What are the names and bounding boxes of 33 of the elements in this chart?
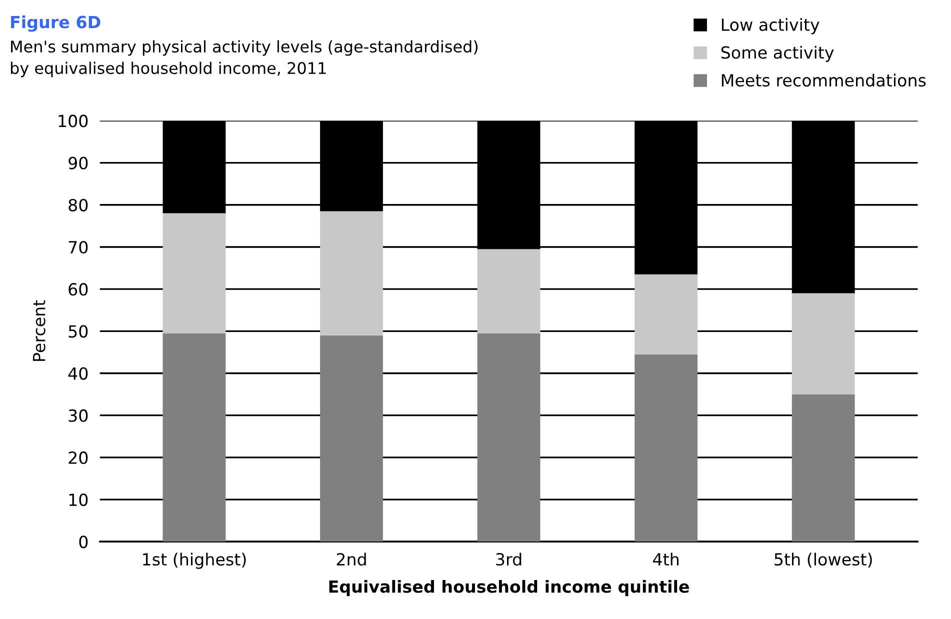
x-tick-label: 4th xyxy=(653,552,679,566)
y-axis-title: Percent xyxy=(32,300,46,361)
y-tick-label: 20 xyxy=(68,451,88,464)
bar xyxy=(320,211,383,336)
y-tick-label: 100 xyxy=(58,114,88,128)
x-tick-label: 5th (lowest) xyxy=(774,552,872,568)
y-tick-label: 50 xyxy=(68,325,88,338)
legend-label: Some activity xyxy=(721,46,834,62)
y-tick-label: 10 xyxy=(69,493,88,506)
y-tick-label: 40 xyxy=(68,367,88,380)
legend-label: Meets recommendations xyxy=(722,74,926,87)
bar xyxy=(634,354,698,542)
x-tick-label: 2nd xyxy=(336,552,366,566)
x-tick-label: 1st (highest) xyxy=(143,552,246,569)
bar xyxy=(477,333,540,542)
y-tick-label: 80 xyxy=(68,198,88,212)
bar xyxy=(477,249,540,334)
y-tick-label: 70 xyxy=(68,240,88,254)
bar xyxy=(792,293,855,394)
chart-title: Figure 6D xyxy=(11,15,100,32)
y-tick-label: 60 xyxy=(68,283,88,296)
bar xyxy=(792,394,855,542)
legend-label: Low activity xyxy=(722,18,820,34)
y-tick-label: 30 xyxy=(68,409,88,422)
x-tick-label: 3rd xyxy=(496,552,522,566)
bar xyxy=(320,335,383,542)
chart-subtitle: Men's summary physical activity levels (age-standardised) by equivalised household income, 2011 xyxy=(10,40,478,78)
y-tick-label: 90 xyxy=(68,156,88,170)
y-tick-label: 0 xyxy=(79,536,88,548)
x-axis-title: Equivalised household income quintile xyxy=(329,580,689,596)
bar xyxy=(162,213,226,334)
bar xyxy=(634,274,698,354)
bar xyxy=(162,333,226,542)
